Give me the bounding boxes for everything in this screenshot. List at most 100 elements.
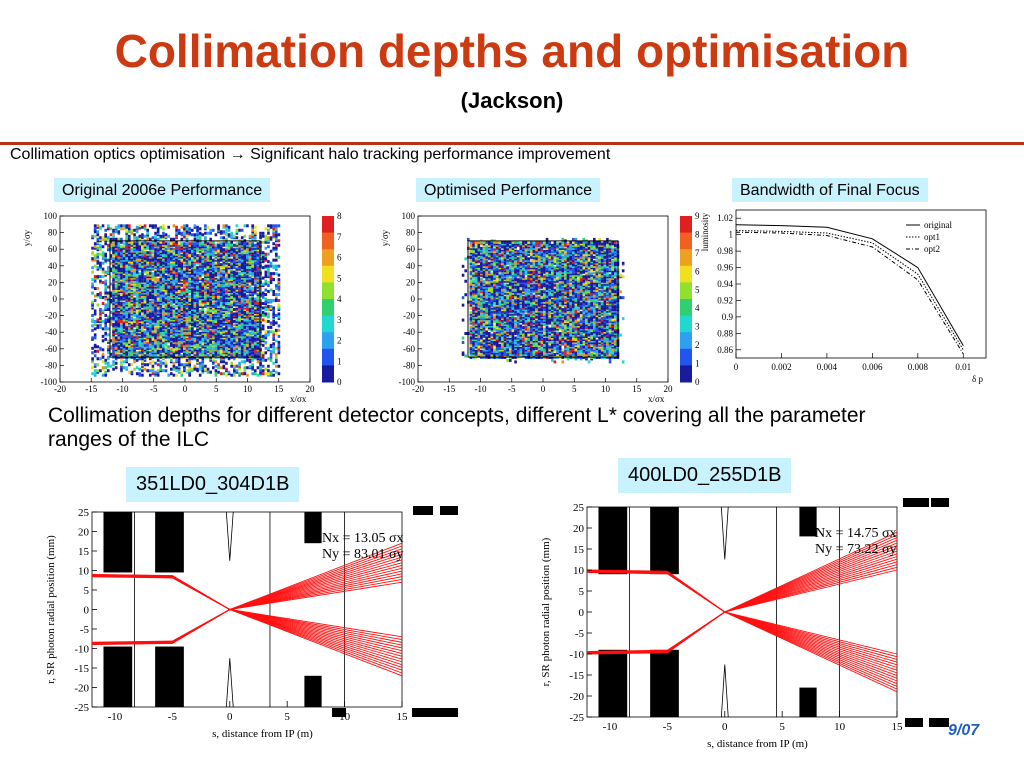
heatmap-cell [277,303,281,307]
heatmap-cell [204,364,207,368]
heatmap-cell [159,364,163,368]
heatmap-cell [188,360,191,364]
heatmap-cell [175,231,178,235]
heatmap-cell [162,227,165,231]
heatmap-cell [101,257,105,261]
heatmap-cell [172,304,176,308]
heatmap-cell [275,230,278,234]
heatmap-cell [246,346,249,350]
heatmap-cell [143,254,147,258]
heatmap-cell [170,354,173,358]
heatmap-cell [254,327,257,331]
heatmap-cell [167,328,170,332]
heatmap-cell [159,234,163,238]
heatmap-cell [246,299,249,302]
heatmap-cell [201,248,205,252]
heatmap-cell [248,282,252,286]
x-tick-label: -15 [85,384,97,394]
heatmap-cell [264,288,268,292]
heatmap-cell [272,299,275,302]
heatmap-cell [96,293,100,297]
heatmap-cell [219,266,223,270]
heatmap-cell [107,224,110,228]
heatmap-cell [243,251,247,255]
heatmap-cell [177,228,181,232]
heatmap-cell [196,236,199,240]
heatmap-cell [122,249,126,253]
heatmap-cell [267,304,270,308]
heatmap-cell [170,267,173,271]
heatmap-cell [193,242,197,246]
heatmap-cell [233,312,236,316]
heatmap-cell [154,231,157,235]
heatmap-cell [212,264,215,268]
heatmap-cell [277,293,281,297]
heatmap-cell [248,307,252,311]
heatmap-cell [122,336,126,340]
heatmap-cell [272,246,275,250]
heatmap-cell [275,358,278,362]
heatmap-cell [246,294,249,298]
heatmap-cell [272,227,275,231]
heatmap-cell [261,310,265,314]
heatmap-cell [272,336,275,340]
heatmap-cell [101,334,105,338]
heatmap-cell [91,300,94,304]
heatmap-cell [96,246,100,250]
heatmap-cell [133,264,136,268]
heatmap-cell [104,228,107,232]
heatmap-cell [114,257,118,261]
heatmap-cell [272,345,275,349]
heatmap-cell [269,249,273,253]
heatmap-cell [222,279,226,283]
heatmap-cell [128,318,131,322]
heatmap-cell [138,245,142,249]
heatmap-cell [248,257,252,261]
heatmap-cell [264,279,268,283]
heatmap-cell [185,227,189,231]
heatmap-cell [267,357,270,361]
heatmap-cell [219,342,223,346]
heatmap-cell [101,319,105,323]
heatmap-cell [219,242,223,246]
heatmap-cell [254,225,257,229]
heatmap-cell [146,251,149,255]
heatmap-cell [164,233,168,237]
heatmap-cell [209,264,212,268]
heatmap-cell [212,357,215,361]
heatmap-cell [277,278,281,282]
heatmap-cell [272,258,275,262]
heatmap-cell [240,346,244,350]
heatmap-cell [101,275,105,279]
heatmap-cell [109,267,113,271]
heatmap-cell [162,354,165,358]
heatmap-cell [96,237,100,241]
heatmap-cell [222,327,226,331]
heatmap-cell [222,230,226,234]
caption-bandwidth: Bandwidth of Final Focus [732,178,928,202]
heatmap-cell [267,364,270,368]
heatmap-cell [227,225,231,229]
heatmap-cell [222,293,226,297]
heatmap-cell [251,301,254,305]
heatmap-cell [246,328,249,332]
heatmap-cell [272,319,275,323]
heatmap-cell [233,307,236,311]
heatmap-cell [275,272,278,276]
heatmap-cell [222,236,226,240]
heatmap-cell [243,234,247,238]
heatmap-cell [156,309,160,313]
heatmap-cell [206,370,210,374]
heatmap-cell [217,224,220,228]
heatmap-cell [277,351,281,355]
heatmap-cell [138,282,142,286]
heatmap-cell [154,261,157,265]
heatmap-cell [159,240,163,244]
heatmap-cell [264,264,268,268]
heatmap-cell [272,234,275,238]
heatmap-cell [225,325,228,329]
heatmap-cell [170,324,173,328]
heatmap-cell [143,330,147,334]
heatmap-cell [128,334,131,338]
heatmap-cell [219,319,223,323]
